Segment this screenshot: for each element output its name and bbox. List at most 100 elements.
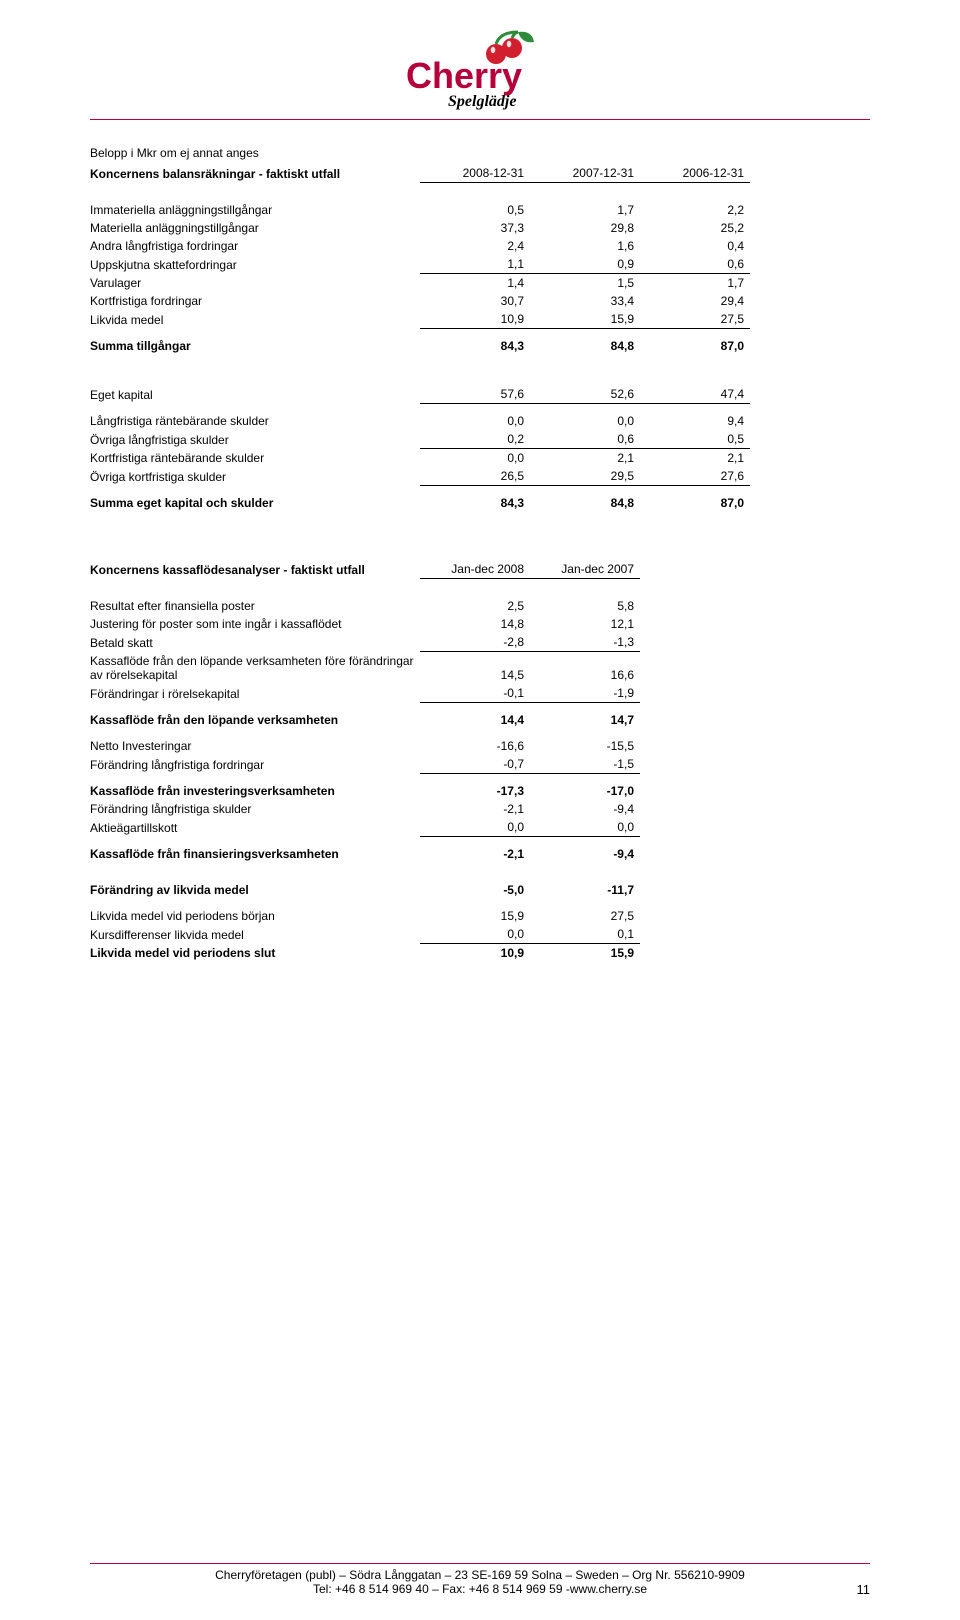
row-val: 0,5 <box>420 201 530 219</box>
table-row: Förändringar i rörelsekapital-0,1-1,9 <box>90 684 870 703</box>
row-label: Resultat efter finansiella poster <box>90 597 420 615</box>
row-val: 26,5 <box>420 467 530 486</box>
row-val: 0,0 <box>420 925 530 944</box>
row-val: 2,2 <box>640 201 750 219</box>
row-label: Kassaflöde från den löpande verksamheten… <box>90 652 420 684</box>
row-val: -11,7 <box>530 881 640 899</box>
cf-sum3: Kassaflöde från finansieringsverksamhete… <box>90 845 870 863</box>
row-label: Andra långfristiga fordringar <box>90 237 420 255</box>
row-val: 87,0 <box>640 337 750 355</box>
table-row: Likvida medel10,915,927,5 <box>90 310 870 329</box>
sum-equity: Summa eget kapital och skulder 84,3 84,8… <box>90 494 870 512</box>
table-row: Förändring långfristiga fordringar-0,7-1… <box>90 755 870 774</box>
row-val: 5,8 <box>530 597 640 615</box>
amount-caption: Belopp i Mkr om ej annat anges <box>90 146 870 160</box>
row-val: -2,8 <box>420 633 530 652</box>
row-label: Likvida medel <box>90 311 420 329</box>
table-row: Immateriella anläggningstillgångar0,51,7… <box>90 201 870 219</box>
row-val: 16,6 <box>530 666 640 684</box>
balance-header: Koncernens balansräkningar - faktiskt ut… <box>90 164 870 183</box>
row-val: 47,4 <box>640 385 750 404</box>
table-row: Kursdifferenser likvida medel0,00,1 <box>90 925 870 944</box>
row-val: 0,6 <box>530 430 640 449</box>
row-val: 0,0 <box>530 412 640 430</box>
row-val: 14,5 <box>420 666 530 684</box>
row-val: -0,1 <box>420 684 530 703</box>
row-val: 1,6 <box>530 237 640 255</box>
row-label: Långfristiga räntebärande skulder <box>90 412 420 430</box>
row-val: 2,4 <box>420 237 530 255</box>
row-label: Kassaflöde från finansieringsverksamhete… <box>90 845 420 863</box>
row-val: 1,4 <box>420 274 530 292</box>
row-val: -16,6 <box>420 737 530 755</box>
row-label: Kortfristiga fordringar <box>90 292 420 310</box>
row-val: 57,6 <box>420 385 530 404</box>
col-header: Jan-dec 2007 <box>530 560 640 579</box>
row-val: 2,1 <box>640 449 750 467</box>
row-val: 9,4 <box>640 412 750 430</box>
row-val: 1,1 <box>420 255 530 274</box>
eget-kapital: Eget kapital 57,6 52,6 47,4 <box>90 385 870 404</box>
col-header: 2006-12-31 <box>640 164 750 183</box>
row-val: 0,1 <box>530 925 640 944</box>
table-row: Netto Investeringar-16,6-15,5 <box>90 737 870 755</box>
row-val: 29,8 <box>530 219 640 237</box>
cashflow-title: Koncernens kassaflödesanalyser - faktisk… <box>90 561 420 579</box>
row-val: 0,4 <box>640 237 750 255</box>
footer-line1: Cherryföretagen (publ) – Södra Långgatan… <box>90 1568 870 1582</box>
table-row: Kortfristiga räntebärande skulder0,02,12… <box>90 449 870 467</box>
row-val: -2,1 <box>420 800 530 818</box>
cf-sum2: Kassaflöde från investeringsverksamheten… <box>90 782 870 800</box>
col-header: 2007-12-31 <box>530 164 640 183</box>
row-val: 2,5 <box>420 597 530 615</box>
row-val: -5,0 <box>420 881 530 899</box>
row-label: Summa eget kapital och skulder <box>90 494 420 512</box>
balance-title: Koncernens balansräkningar - faktiskt ut… <box>90 165 420 183</box>
table-row: Justering för poster som inte ingår i ka… <box>90 615 870 633</box>
row-val: 14,4 <box>420 711 530 729</box>
row-val: 0,0 <box>530 818 640 837</box>
table-row: Kassaflöde från den löpande verksamheten… <box>90 652 870 684</box>
row-val: 84,3 <box>420 494 530 512</box>
row-val: 33,4 <box>530 292 640 310</box>
row-val: 0,9 <box>530 255 640 274</box>
row-val: 2,1 <box>530 449 640 467</box>
row-val: 1,5 <box>530 274 640 292</box>
table-row: Kortfristiga fordringar30,733,429,4 <box>90 292 870 310</box>
row-val: -0,7 <box>420 755 530 774</box>
row-val: -1,9 <box>530 684 640 703</box>
row-val: -9,4 <box>530 845 640 863</box>
page-number: 11 <box>857 1582 871 1597</box>
row-val: -1,5 <box>530 755 640 774</box>
row-val: 27,5 <box>640 310 750 329</box>
row-val: 30,7 <box>420 292 530 310</box>
row-val: 84,8 <box>530 337 640 355</box>
row-val: 15,9 <box>530 310 640 329</box>
table-row: Övriga kortfristiga skulder26,529,527,6 <box>90 467 870 486</box>
cf-change: Förändring av likvida medel -5,0 -11,7 <box>90 881 870 899</box>
row-val: -1,3 <box>530 633 640 652</box>
row-label: Förändring långfristiga fordringar <box>90 756 420 774</box>
row-val: 14,8 <box>420 615 530 633</box>
footer: Cherryföretagen (publ) – Södra Långgatan… <box>90 1563 870 1596</box>
row-val: 12,1 <box>530 615 640 633</box>
table-row: Förändring långfristiga skulder-2,1-9,4 <box>90 800 870 818</box>
row-val: 84,8 <box>530 494 640 512</box>
row-label: Eget kapital <box>90 386 420 404</box>
row-val: 25,2 <box>640 219 750 237</box>
row-label: Kassaflöde från investeringsverksamheten <box>90 782 420 800</box>
row-val: 29,5 <box>530 467 640 486</box>
row-label: Övriga långfristiga skulder <box>90 431 420 449</box>
row-val: -17,0 <box>530 782 640 800</box>
row-label: Netto Investeringar <box>90 737 420 755</box>
row-val: 1,7 <box>640 274 750 292</box>
row-val: 27,5 <box>530 907 640 925</box>
logo: Cherry Spelglädje <box>90 30 870 115</box>
row-label: Justering för poster som inte ingår i ka… <box>90 615 420 633</box>
row-label: Varulager <box>90 274 420 292</box>
row-val: 0,5 <box>640 430 750 449</box>
row-label: Betald skatt <box>90 634 420 652</box>
row-val: 29,4 <box>640 292 750 310</box>
svg-text:Cherry: Cherry <box>406 55 522 96</box>
row-val: 0,2 <box>420 430 530 449</box>
